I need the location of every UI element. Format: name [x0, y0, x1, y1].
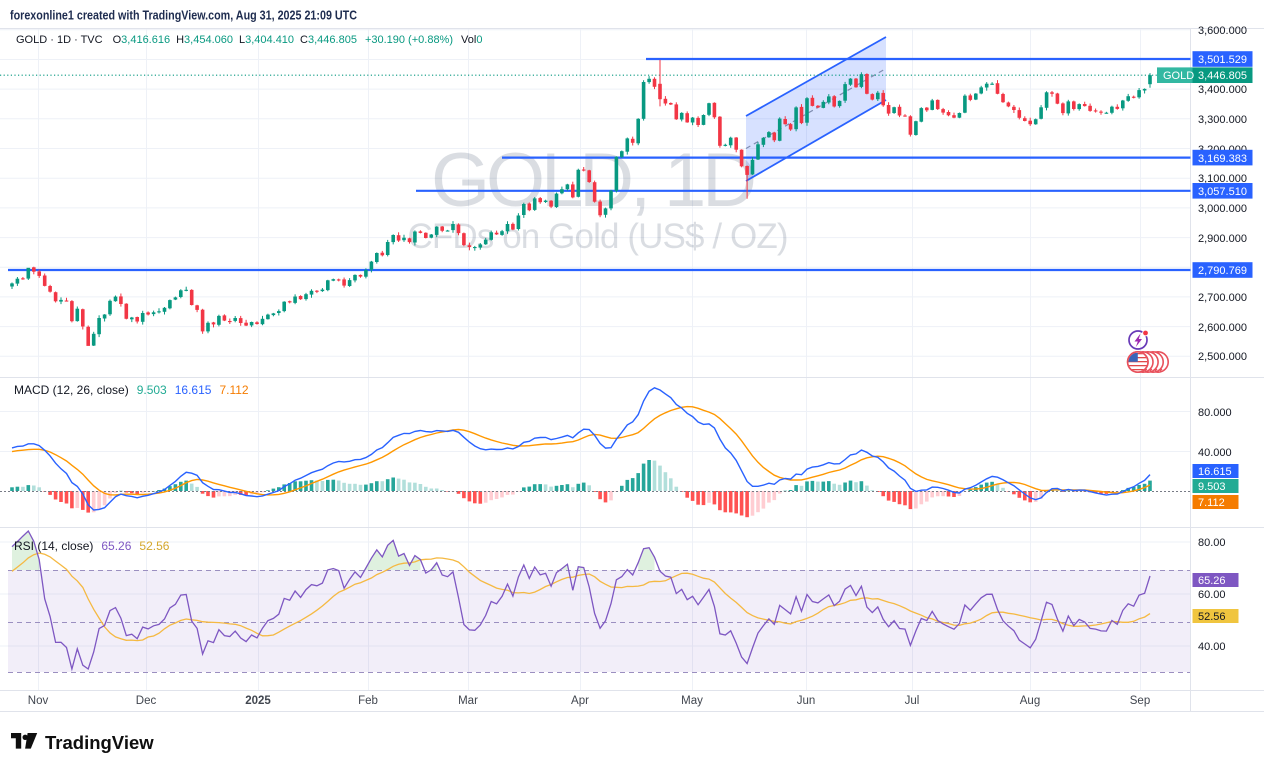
svg-text:3,300.000: 3,300.000: [1198, 114, 1247, 126]
svg-text:2,500.000: 2,500.000: [1198, 351, 1247, 363]
svg-text:Mar: Mar: [458, 695, 478, 707]
svg-text:40.000: 40.000: [1198, 447, 1232, 459]
svg-text:80.000: 80.000: [1198, 407, 1232, 419]
svg-text:Jun: Jun: [797, 695, 816, 707]
svg-text:2025: 2025: [245, 695, 271, 707]
svg-text:3,057.510: 3,057.510: [1198, 186, 1247, 198]
svg-text:65.26: 65.26: [1198, 575, 1226, 587]
svg-text:16.615: 16.615: [1198, 466, 1232, 478]
svg-text:80.00: 80.00: [1198, 537, 1226, 549]
svg-text:2,790.769: 2,790.769: [1198, 265, 1247, 277]
svg-text:7.112: 7.112: [1198, 497, 1225, 509]
svg-text:3,446.805: 3,446.805: [1198, 70, 1247, 82]
svg-text:3,400.000: 3,400.000: [1198, 84, 1247, 96]
svg-text:9.503: 9.503: [1198, 481, 1226, 493]
svg-text:TradingView: TradingView: [45, 732, 154, 753]
svg-text:Feb: Feb: [358, 695, 378, 707]
svg-text:3,000.000: 3,000.000: [1198, 203, 1247, 215]
svg-text:GOLD, 1D: GOLD, 1D: [431, 138, 757, 223]
svg-text:forexonline1 created with Trad: forexonline1 created with TradingView.co…: [10, 8, 357, 23]
svg-text:3,100.000: 3,100.000: [1198, 173, 1247, 185]
svg-text:40.00: 40.00: [1198, 641, 1226, 653]
svg-text:GOLD: GOLD: [1163, 70, 1194, 82]
svg-text:3,600.000: 3,600.000: [1198, 25, 1247, 37]
svg-text:Nov: Nov: [28, 695, 49, 707]
svg-text:60.00: 60.00: [1198, 589, 1226, 601]
svg-text:2,700.000: 2,700.000: [1198, 292, 1247, 304]
svg-text:May: May: [681, 695, 703, 707]
svg-text:Dec: Dec: [136, 695, 157, 707]
svg-text:3,169.383: 3,169.383: [1198, 153, 1247, 165]
svg-text:Aug: Aug: [1020, 695, 1040, 707]
svg-text:Jul: Jul: [905, 695, 920, 707]
svg-text:3,501.529: 3,501.529: [1198, 54, 1247, 66]
svg-text:Apr: Apr: [571, 695, 589, 707]
svg-text:2,600.000: 2,600.000: [1198, 322, 1247, 334]
svg-text:CFDs on Gold (US$ / OZ): CFDs on Gold (US$ / OZ): [408, 217, 789, 256]
svg-text:Sep: Sep: [1130, 695, 1150, 707]
svg-text:52.56: 52.56: [1198, 611, 1226, 623]
svg-text:2,900.000: 2,900.000: [1198, 233, 1247, 245]
